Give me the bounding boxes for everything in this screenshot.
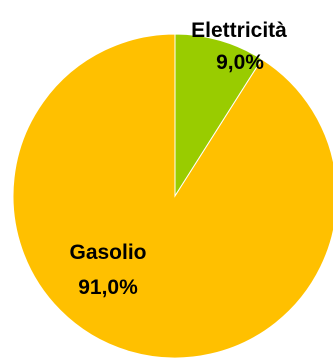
slice-label-elettricita-value: 9,0% [216, 51, 264, 74]
pie-slices [12, 33, 333, 359]
slice-label-elettricita-name: Elettricità [191, 19, 287, 42]
slice-label-gasolio-name: Gasolio [69, 241, 146, 264]
pie-slice-elettricita [174, 33, 263, 198]
slice-label-gasolio-value: 91,0% [78, 276, 138, 299]
pie-slice-gasolio [12, 33, 333, 359]
